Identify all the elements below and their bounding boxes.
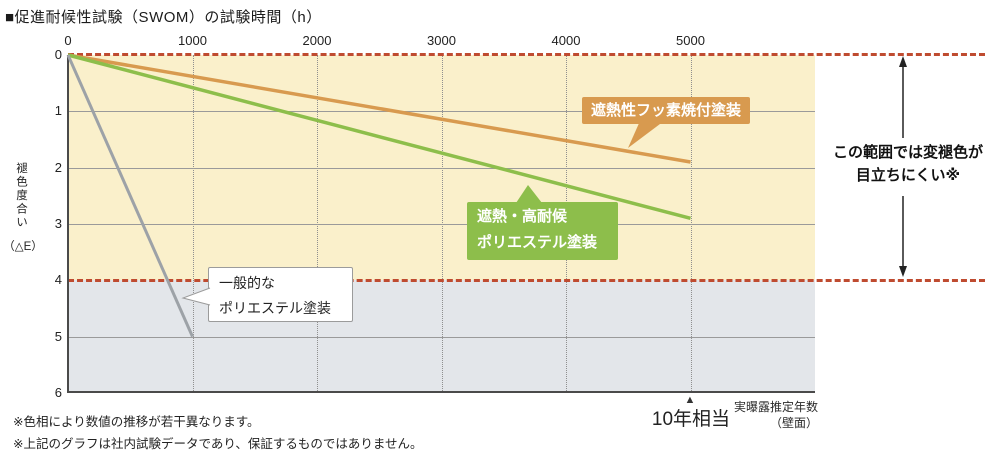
x-tick-label-1000: 1000 xyxy=(178,33,207,48)
x-tick-label-0: 0 xyxy=(64,33,72,48)
y-tick-label-3: 3 xyxy=(54,216,62,231)
high-weather-polyester-callout: 遮熱・高耐候 ポリエステル塗装 xyxy=(467,202,618,260)
y-tick-label-4: 4 xyxy=(54,272,62,288)
footnote-2: ※上記のグラフは社内試験データであり、保証するものではありません。 xyxy=(13,437,423,451)
y-gridline-2 xyxy=(68,167,815,169)
y-tick-label-6: 6 xyxy=(54,385,62,400)
fluorine-coating-callout: 遮熱性フッ素焼付塗装 xyxy=(582,97,750,124)
threshold-dashed-line-top xyxy=(68,53,985,56)
x-tick-label-2000: 2000 xyxy=(302,33,332,48)
range-arrowhead-down-icon xyxy=(899,266,907,277)
general-label-line2: ポリエステル塗装 xyxy=(219,300,331,316)
y-tick-label-0: 0 xyxy=(54,47,62,62)
high-weather-label-line2: ポリエステル塗装 xyxy=(477,234,598,251)
general-polyester-callout: 一般的な ポリエステル塗装 xyxy=(208,267,353,322)
exposure-years-note-line2: （壁面） xyxy=(769,416,818,430)
y-tick-label-2: 2 xyxy=(54,159,62,175)
exposure-years-note-line1: 実曝露推定年数 xyxy=(733,400,818,414)
fluorine-coating-label: 遮熱性フッ素焼付塗装 xyxy=(590,102,741,119)
range-arrowhead-up-icon xyxy=(899,56,907,67)
footnote-1: ※色相により数値の推移が若干異なります。 xyxy=(13,415,260,429)
exposure-years-note: 実曝露推定年数 （壁面） xyxy=(708,399,818,431)
ten-year-marker-label: 10年相当 xyxy=(651,409,731,430)
safe-range-annotation: この範囲では変褪色が 目立ちにくい※ xyxy=(820,141,996,187)
threshold-dashed-line-delta4 xyxy=(68,279,985,282)
x-axis-line xyxy=(68,391,815,393)
y-tick-label-5: 5 xyxy=(54,328,62,344)
x-tick-label-4000: 4000 xyxy=(551,33,581,48)
general-label-line1: 一般的な xyxy=(219,275,275,291)
high-weather-label-line1: 遮熱・高耐候 xyxy=(477,208,568,225)
chart-title: ■促進耐候性試験（SWOM）の試験時間（h） xyxy=(5,9,322,26)
y-axis-unit-label: （△E） xyxy=(3,241,43,253)
ten-year-marker-icon: ▲ xyxy=(684,394,696,406)
x-tick-label-3000: 3000 xyxy=(427,33,456,48)
y-tick-label-1: 1 xyxy=(54,103,62,119)
safe-range-annotation-line1: この範囲では変褪色が xyxy=(832,144,983,161)
x-tick-label-5000: 5000 xyxy=(676,33,705,48)
y-axis-label: 褪色度合い xyxy=(15,162,27,230)
y-axis-line xyxy=(67,55,69,393)
y-gridline-5 xyxy=(68,336,815,338)
y-gridline-3 xyxy=(68,224,815,225)
safe-range-annotation-line2: 目立ちにくい※ xyxy=(855,167,961,184)
